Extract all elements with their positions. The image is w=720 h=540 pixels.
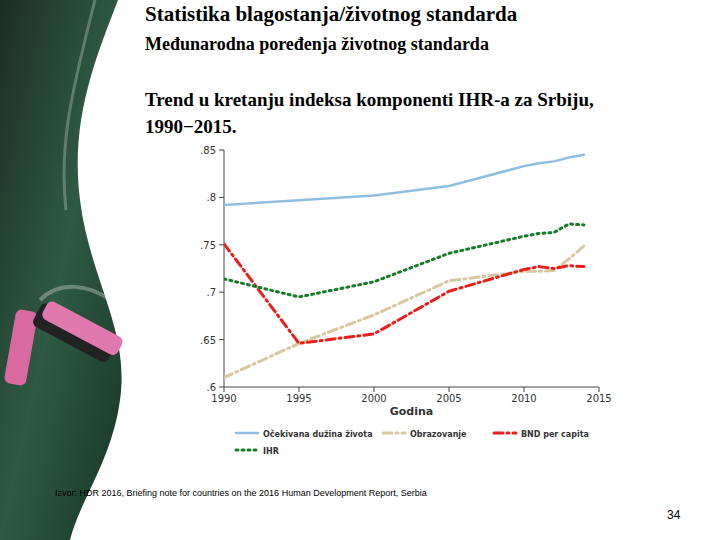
x-tick-label: 1995 bbox=[286, 393, 311, 404]
y-tick bbox=[219, 244, 224, 245]
x-tick-label: 2005 bbox=[436, 393, 461, 404]
y-tick bbox=[219, 339, 224, 340]
slide-subtitle: Međunarodna poređenja životnog standarda bbox=[145, 34, 489, 55]
legend-label: Očekivana dužina života bbox=[263, 429, 373, 439]
x-tick-label: 2000 bbox=[361, 393, 386, 404]
series-line bbox=[224, 224, 584, 297]
background bbox=[0, 0, 720, 540]
slide-title: Statistika blagostanja/životnog standard… bbox=[145, 2, 517, 27]
series-line bbox=[224, 244, 584, 344]
legend-label: IHR bbox=[263, 447, 279, 456]
y-tick-label: .6 bbox=[206, 382, 216, 393]
legend-swatch bbox=[236, 432, 258, 435]
x-tick bbox=[524, 387, 525, 392]
series-line bbox=[224, 246, 584, 378]
y-tick bbox=[219, 150, 224, 151]
x-tick bbox=[374, 387, 375, 392]
y-tick-label: .65 bbox=[200, 335, 216, 346]
chart-title: Trend u kretanju indeksa komponenti IHR-… bbox=[145, 86, 645, 140]
x-axis-label: Godina bbox=[390, 405, 433, 418]
x-tick bbox=[599, 387, 600, 392]
legend-label: BND per capita bbox=[521, 430, 589, 439]
y-tick-label: .85 bbox=[200, 145, 216, 156]
y-tick bbox=[219, 197, 224, 198]
x-tick bbox=[449, 387, 450, 392]
plot-area bbox=[224, 155, 584, 378]
x-tick-label: 1990 bbox=[211, 393, 236, 404]
x-tick bbox=[299, 387, 300, 392]
y-tick bbox=[219, 387, 224, 388]
chart: .6 .65 .7 .75 .8 .85 1990 1995 2000 2005 2010 2015 G… bbox=[0, 0, 720, 540]
y-tick bbox=[219, 292, 224, 293]
source-note: Izvor: HDR 2016, Briefing note for count… bbox=[55, 488, 427, 498]
y-tick-label: .7 bbox=[206, 287, 216, 298]
legend-swatch bbox=[494, 432, 516, 435]
legend-label: Obrazovanje bbox=[410, 430, 467, 439]
legend-swatch bbox=[383, 432, 405, 435]
series-line bbox=[224, 155, 584, 205]
x-tick-label: 2010 bbox=[511, 393, 536, 404]
legend-swatch bbox=[236, 449, 258, 452]
y-axis bbox=[224, 150, 225, 387]
x-axis bbox=[224, 387, 599, 388]
y-tick-label: .8 bbox=[206, 192, 216, 203]
x-tick bbox=[224, 387, 225, 392]
x-tick-label: 2015 bbox=[586, 393, 611, 404]
page-number: 34 bbox=[667, 508, 680, 522]
y-tick-label: .75 bbox=[200, 240, 216, 251]
